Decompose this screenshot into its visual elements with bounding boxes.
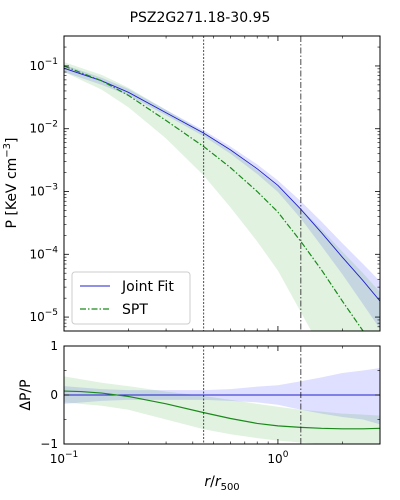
y-tick-label: 10−1 — [29, 57, 58, 73]
legend-label-joint-fit: Joint Fit — [121, 279, 174, 295]
bottom-xlabel: r/r500 — [204, 474, 239, 493]
band-spt — [64, 62, 380, 331]
bottom-ticks: 10−110−1 100 — [40, 339, 381, 466]
x-tick-label: 100 — [267, 450, 288, 466]
top-panel: 10−1 10−2 10−3 10−4 10−5 P [KeV cm−3] Joint … — [2, 35, 381, 332]
y-tick-label: −1 — [40, 437, 58, 451]
bottom-lines — [64, 390, 380, 430]
y-tick-label: 0 — [50, 388, 58, 402]
top-vlines — [203, 36, 302, 331]
x-tick-label: 10−1 — [50, 450, 79, 466]
series-line-spt — [64, 65, 364, 331]
top-frame — [63, 35, 381, 332]
legend: Joint Fit SPT — [71, 271, 191, 325]
residual-line-spt — [64, 390, 380, 430]
y-tick-label: 10−3 — [29, 183, 58, 199]
y-tick-label: 10−5 — [29, 308, 58, 324]
top-bands — [64, 62, 380, 331]
y-tick-label: 1 — [50, 339, 58, 353]
top-ylabel: P [KeV cm−3] — [2, 137, 20, 228]
series-line-joint-fit — [64, 67, 380, 302]
y-tick-label: 10−2 — [29, 120, 58, 136]
y-tick-label: 10−4 — [29, 245, 58, 261]
chart-title: PSZ2G271.18-30.95 — [130, 10, 271, 26]
bottom-panel: 10−110−1 100 ΔP/P r/r500 — [18, 339, 381, 493]
bottom-bands — [64, 368, 380, 444]
bottom-frame — [63, 345, 381, 445]
top-lines — [64, 65, 380, 331]
legend-label-spt: SPT — [122, 302, 148, 318]
bottom-vlines — [203, 346, 302, 444]
bottom-ylabel: ΔP/P — [18, 379, 34, 410]
legend-box — [71, 271, 191, 325]
